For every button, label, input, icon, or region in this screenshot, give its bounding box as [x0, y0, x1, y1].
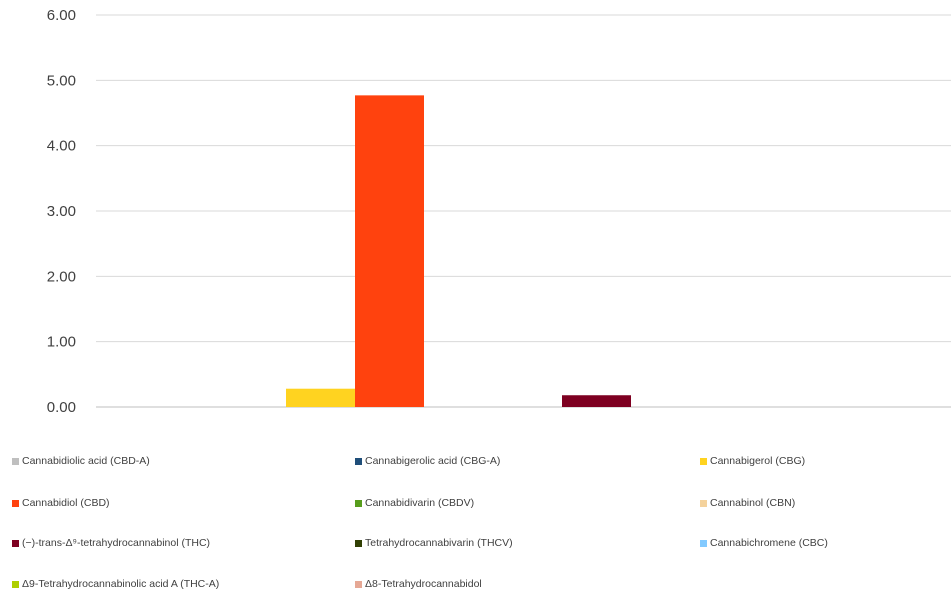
- legend-label: Cannabigerol (CBG): [710, 455, 806, 467]
- y-tick-label: 5.00: [47, 72, 76, 89]
- legend-swatch: [12, 580, 19, 588]
- y-axis-tick-labels: 0.00 1.00 2.00 3.00 4.00 5.00 6.00: [47, 7, 76, 416]
- y-tick-label: 2.00: [47, 268, 76, 285]
- legend-item: Δ9-Tetrahydrocannabinolic acid A (THC-A): [12, 578, 219, 590]
- legend-swatch: [12, 499, 19, 507]
- legend-label: Cannabidiol (CBD): [22, 497, 110, 509]
- legend-item: Cannabidiol (CBD): [12, 497, 110, 509]
- legend-swatch: [355, 539, 362, 547]
- gridlines: [96, 14, 951, 408]
- legend-swatch: [700, 457, 707, 465]
- bar: [355, 95, 424, 408]
- y-tick-label: 3.00: [47, 203, 76, 220]
- legend-item: Cannabidiolic acid (CBD-A): [12, 455, 150, 467]
- legend-label: Δ8-Tetrahydrocannabidol: [365, 578, 482, 590]
- legend-item: Cannabigerol (CBG): [700, 455, 805, 467]
- legend-label: Cannabigerolic acid (CBG-A): [365, 455, 501, 467]
- legend-label: (−)-trans-Δ⁹-tetrahydrocannabinol (THC): [22, 537, 211, 549]
- y-tick-label: 6.00: [47, 7, 76, 24]
- legend-item: Cannabidivarin (CBDV): [355, 497, 474, 509]
- legend-swatch: [355, 499, 362, 507]
- legend-item: (−)-trans-Δ⁹-tetrahydrocannabinol (THC): [12, 537, 210, 549]
- bar: [562, 395, 631, 407]
- y-tick-label: 4.00: [47, 138, 76, 155]
- legend-label: Cannabinol (CBN): [710, 497, 796, 509]
- legend-item: Cannabigerolic acid (CBG-A): [355, 455, 500, 467]
- legend-item: Δ8-Tetrahydrocannabidol: [355, 578, 482, 590]
- legend-swatch: [12, 457, 19, 465]
- legend-label: Δ9-Tetrahydrocannabinolic acid A (THC-A): [22, 578, 220, 590]
- legend-swatch: [355, 580, 362, 588]
- legend-swatch: [700, 499, 707, 507]
- legend-item: Tetrahydrocannabivarin (THCV): [355, 537, 513, 549]
- bar: [286, 388, 355, 407]
- legend-swatch: [355, 457, 362, 465]
- y-tick-label: 1.00: [47, 334, 76, 351]
- bars: [286, 95, 631, 408]
- legend-swatch: [700, 539, 707, 547]
- legend-label: Tetrahydrocannabivarin (THCV): [365, 537, 513, 549]
- legend-item: Cannabinol (CBN): [700, 497, 795, 509]
- legend-item: Cannabichromene (CBC): [700, 537, 828, 549]
- y-tick-label: 0.00: [47, 399, 76, 416]
- legend-label: Cannabichromene (CBC): [710, 537, 828, 549]
- bar-chart: 0.00 1.00 2.00 3.00 4.00 5.00 6.00: [47, 7, 951, 416]
- legend-swatch: [12, 539, 19, 547]
- legend-label: Cannabidiolic acid (CBD-A): [22, 455, 150, 467]
- legend-label: Cannabidivarin (CBDV): [365, 497, 475, 509]
